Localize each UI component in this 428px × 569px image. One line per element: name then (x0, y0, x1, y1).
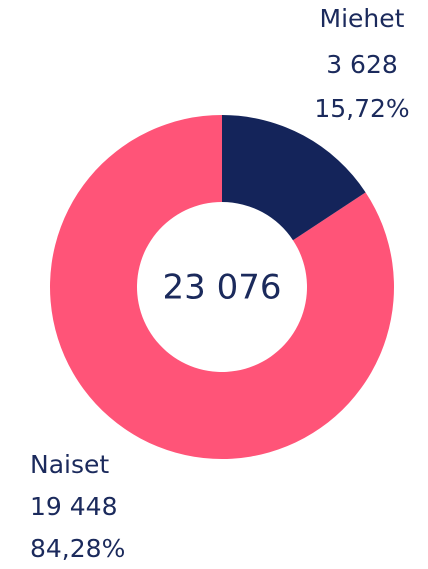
value-label: 19 448 (30, 492, 117, 521)
value-label: 3 628 (326, 50, 398, 79)
percent-label: 84,28% (30, 534, 125, 563)
slice (222, 115, 366, 241)
slice (49, 115, 394, 460)
percent-label: 15,72% (314, 94, 409, 123)
total-label: 23 076 (163, 268, 282, 308)
category-label: Miehet (320, 4, 405, 33)
category-label: Naiset (30, 450, 109, 479)
